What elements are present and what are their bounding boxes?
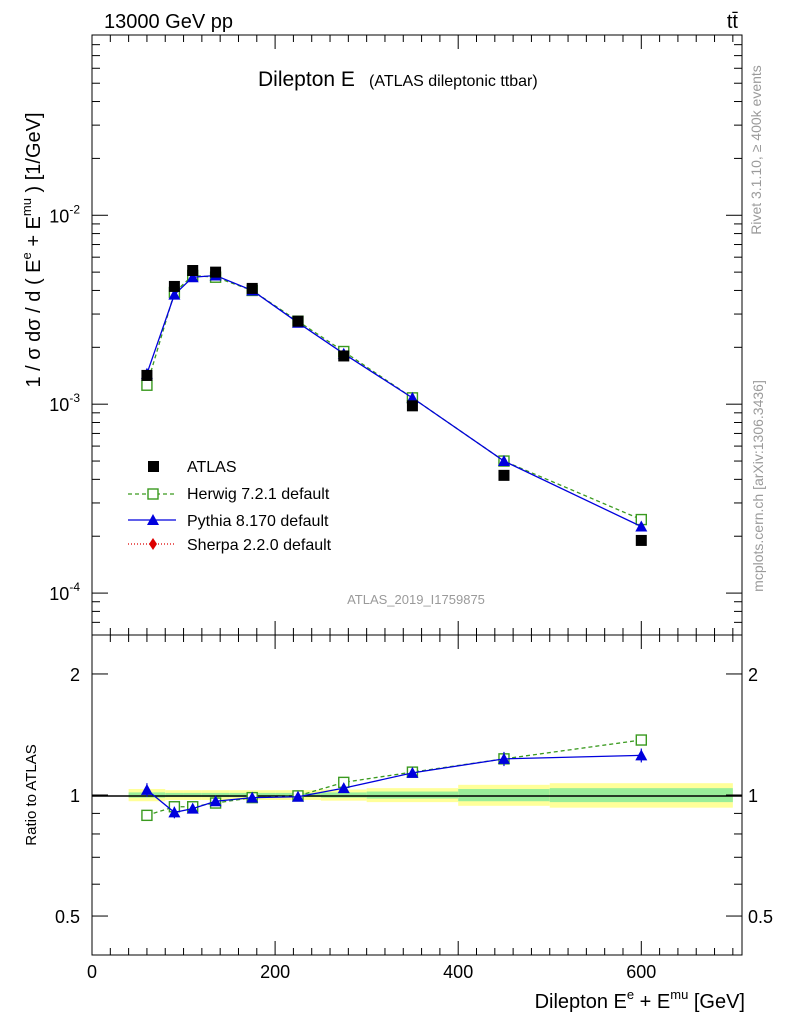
legend-label-sherpa: Sherpa 2.2.0 default bbox=[187, 537, 332, 554]
ratio-y-axis-label: Ratio to ATLAS bbox=[23, 744, 40, 845]
ratio-band-inner bbox=[549, 788, 733, 803]
series-line-herwig bbox=[146, 274, 642, 521]
data-point-atlas bbox=[141, 369, 153, 381]
analysis-watermark: ATLAS_2019_I1759875 bbox=[347, 592, 485, 607]
ratio-point-pythia bbox=[497, 752, 510, 764]
y-tick-label-main: 10-2 bbox=[49, 202, 80, 226]
data-point-atlas bbox=[246, 282, 258, 294]
energy-label: 13000 GeV pp bbox=[104, 11, 233, 33]
ratio-point-pythia bbox=[186, 802, 199, 814]
data-point-pythia bbox=[186, 271, 199, 283]
ratio-band-inner bbox=[458, 788, 550, 802]
y-tick-label-main: 10-4 bbox=[49, 580, 80, 604]
ratio-point-pythia bbox=[337, 782, 350, 794]
y-tick-label-main: 10-3 bbox=[49, 391, 80, 415]
ratio-point-pythia bbox=[246, 791, 259, 803]
ratio-point-pythia bbox=[635, 749, 648, 761]
y-tick-label-ratio-right: 0.5 bbox=[748, 907, 773, 927]
data-point-atlas bbox=[406, 400, 418, 412]
data-point-atlas bbox=[292, 315, 304, 327]
ratio-band-inner bbox=[165, 792, 184, 798]
ratio-point-herwig bbox=[141, 809, 153, 822]
y-tick-label-ratio: 0.5 bbox=[55, 907, 80, 927]
legend: ATLAS Herwig 7.2.1 default Pythia 8.170 … bbox=[128, 459, 332, 554]
data-point-pythia bbox=[635, 520, 648, 532]
chart-subtitle: (ATLAS dileptonic ttbar) bbox=[369, 73, 538, 90]
ratio-band-inner bbox=[320, 792, 367, 798]
ratio-point-pythia bbox=[406, 766, 419, 778]
data-point-atlas bbox=[168, 280, 180, 292]
ratio-series-layer bbox=[140, 734, 648, 822]
series-line-pythia bbox=[146, 274, 642, 528]
legend-marker-sherpa bbox=[149, 538, 157, 550]
legend-label-pythia: Pythia 8.170 default bbox=[187, 513, 329, 530]
ratio-line-pythia bbox=[146, 754, 642, 814]
ratio-band-inner bbox=[183, 792, 202, 798]
y-tick-label-ratio: 1 bbox=[70, 786, 80, 806]
ratio-point-pythia bbox=[140, 783, 153, 795]
ratio-point-pythia bbox=[209, 795, 222, 807]
data-point-atlas bbox=[338, 350, 350, 362]
legend-marker-atlas bbox=[148, 461, 159, 472]
data-point-pythia bbox=[168, 288, 181, 300]
x-tick-label: 0 bbox=[87, 962, 97, 982]
ratio-band-inner bbox=[366, 791, 459, 799]
y-tick-label-ratio-right: 1 bbox=[748, 786, 758, 806]
axis-ticks bbox=[91, 34, 742, 956]
main-series-layer bbox=[140, 265, 648, 546]
main-y-axis-label: 1 / σ dσ / d ( Ee + Emu ) [1/GeV] bbox=[19, 112, 45, 387]
tick-labels: 0 200 400 600 10-4 10-3 10-2 0.5 0.5 1 1 2 2 bbox=[49, 202, 773, 982]
ratio-point-herwig bbox=[635, 734, 647, 746]
x-tick-label: 600 bbox=[626, 962, 656, 982]
data-point-atlas bbox=[498, 469, 510, 481]
x-axis-label: Dilepton Ee + Emu [GeV] bbox=[535, 987, 745, 1013]
mcplots-label: mcplots.cern.ch [arXiv:1306.3436] bbox=[750, 380, 766, 592]
data-point-herwig bbox=[141, 379, 153, 391]
legend-label-atlas: ATLAS bbox=[187, 459, 237, 476]
y-tick-label-ratio-right: 2 bbox=[748, 665, 758, 685]
data-point-pythia bbox=[406, 391, 419, 403]
process-label: tt̄ bbox=[727, 11, 739, 33]
rivet-version-label: Rivet 3.1.10, ≥ 400k events bbox=[748, 65, 764, 235]
legend-marker-pythia bbox=[147, 514, 159, 525]
data-point-atlas bbox=[635, 534, 647, 546]
y-tick-label-ratio: 2 bbox=[70, 665, 80, 685]
ratio-band-inner bbox=[201, 792, 230, 798]
data-point-atlas bbox=[210, 266, 222, 278]
data-point-atlas bbox=[187, 265, 199, 277]
chart-title: Dilepton E bbox=[258, 68, 355, 91]
ratio-point-pythia bbox=[168, 806, 181, 818]
data-point-pythia bbox=[497, 455, 510, 467]
legend-marker-herwig bbox=[147, 488, 159, 500]
legend-label-herwig: Herwig 7.2.1 default bbox=[187, 486, 330, 503]
x-tick-label: 200 bbox=[260, 962, 290, 982]
x-tick-label: 400 bbox=[443, 962, 473, 982]
ratio-point-pythia bbox=[291, 790, 304, 802]
